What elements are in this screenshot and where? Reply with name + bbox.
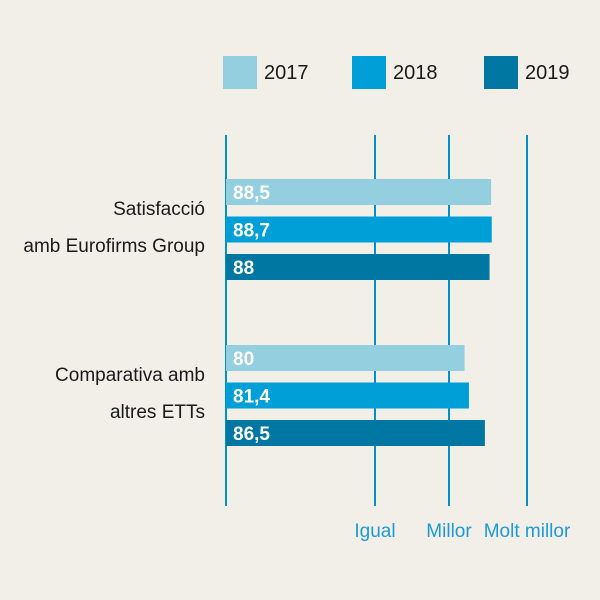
category-label: Comparativa amb xyxy=(55,365,205,386)
legend-label: 2018 xyxy=(393,62,438,84)
bar xyxy=(226,254,490,280)
bar-value-label: 86,5 xyxy=(233,424,270,445)
bar xyxy=(226,179,492,205)
bar xyxy=(226,382,469,409)
bar-value-label: 88,5 xyxy=(233,183,270,204)
legend: 2017 2018 2019 xyxy=(223,56,570,89)
legend-label: 2019 xyxy=(525,62,570,84)
bar xyxy=(226,216,492,243)
bar-value-label: 80 xyxy=(233,349,254,370)
category-label: Satisfacció xyxy=(113,199,205,220)
legend-swatch xyxy=(484,56,518,89)
category-label: altres ETTs xyxy=(110,402,205,423)
bar-value-label: 81,4 xyxy=(233,387,270,408)
x-tick-label: Igual xyxy=(354,521,395,542)
x-tick-label: Molt millor xyxy=(484,521,571,542)
bars xyxy=(226,179,492,446)
x-tick-label: Millor xyxy=(426,521,472,542)
bar-labels: 88,5 88,7 88 80 81,4 86,5 xyxy=(233,183,270,445)
category-labels: Satisfacció amb Eurofirms Group Comparativ… xyxy=(23,199,205,423)
legend-swatch xyxy=(223,56,257,89)
bar xyxy=(226,345,465,371)
legend-swatch xyxy=(352,56,386,89)
category-label: amb Eurofirms Group xyxy=(23,236,205,257)
bar-value-label: 88,7 xyxy=(233,221,270,242)
bar-value-label: 88 xyxy=(233,258,254,279)
tick-labels: Igual Millor Molt millor xyxy=(354,521,571,542)
bar xyxy=(226,420,485,446)
legend-label: 2017 xyxy=(264,62,309,84)
